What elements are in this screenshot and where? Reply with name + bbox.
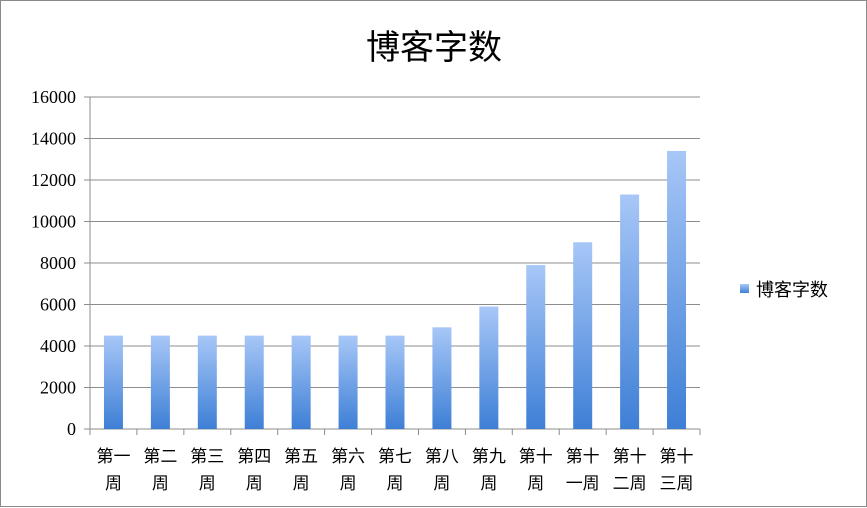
x-category-label: 一周 [566, 474, 600, 494]
y-axis-ticks: 0 2000 4000 6000 8000 10000 12000 14000 16000 [31, 87, 76, 439]
x-category-label: 第六 [331, 447, 365, 467]
x-category-label: 周 [152, 474, 169, 494]
y-tick-label: 6000 [40, 295, 76, 315]
bar-13 [667, 150, 687, 429]
x-category-label: 二周 [613, 474, 647, 494]
bar-6 [338, 335, 358, 429]
x-category-label: 第五 [284, 447, 318, 467]
x-category-label: 周 [387, 474, 404, 494]
bar-8 [432, 327, 452, 429]
x-category-label: 周 [340, 474, 357, 494]
x-category-label: 第十 [660, 447, 694, 467]
bar-2 [150, 335, 170, 429]
y-tick-label: 10000 [31, 212, 76, 232]
bar-11 [573, 242, 593, 429]
chart-title: 博客字数 [366, 28, 502, 68]
legend-swatch [740, 284, 749, 293]
x-category-label: 第十 [566, 447, 600, 467]
x-category-label: 第三 [190, 447, 224, 467]
x-category-label: 周 [293, 474, 310, 494]
y-tick-label: 12000 [31, 170, 76, 190]
x-category-label: 三周 [660, 474, 694, 494]
x-category-label: 周 [246, 474, 263, 494]
grid-lines [84, 96, 701, 435]
bar-4 [244, 335, 264, 429]
x-axis-categories: 第一周第二周第三周第四周第五周第六周第七周第八周第九周第十周第十一周第十二周第十… [96, 447, 693, 494]
x-category-label: 周 [527, 474, 544, 494]
x-category-label: 第一 [96, 447, 130, 467]
bar-7 [385, 335, 405, 429]
bar-10 [526, 265, 546, 429]
x-category-label: 周 [480, 474, 497, 494]
bar-12 [620, 194, 640, 429]
bar-5 [291, 335, 311, 429]
y-tick-label: 0 [67, 419, 76, 439]
y-tick-label: 4000 [40, 336, 76, 356]
x-category-label: 周 [105, 474, 122, 494]
bar-3 [197, 335, 217, 429]
y-tick-label: 2000 [40, 378, 76, 398]
legend: 博客字数 [740, 280, 828, 301]
x-category-label: 第十 [613, 447, 647, 467]
bar-9 [479, 306, 499, 429]
y-tick-label: 14000 [31, 129, 76, 149]
x-category-label: 第四 [237, 447, 271, 467]
x-category-label: 周 [433, 474, 450, 494]
x-category-label: 第七 [378, 447, 412, 467]
x-category-label: 第八 [425, 447, 459, 467]
y-tick-label: 16000 [31, 87, 76, 107]
x-category-label: 第十 [519, 447, 553, 467]
bars [103, 150, 687, 429]
x-category-label: 周 [199, 474, 216, 494]
legend-label: 博客字数 [756, 280, 828, 301]
y-tick-label: 8000 [40, 253, 76, 273]
bar-1 [103, 335, 123, 429]
x-category-label: 第二 [143, 447, 177, 467]
x-category-label: 第九 [472, 447, 506, 467]
